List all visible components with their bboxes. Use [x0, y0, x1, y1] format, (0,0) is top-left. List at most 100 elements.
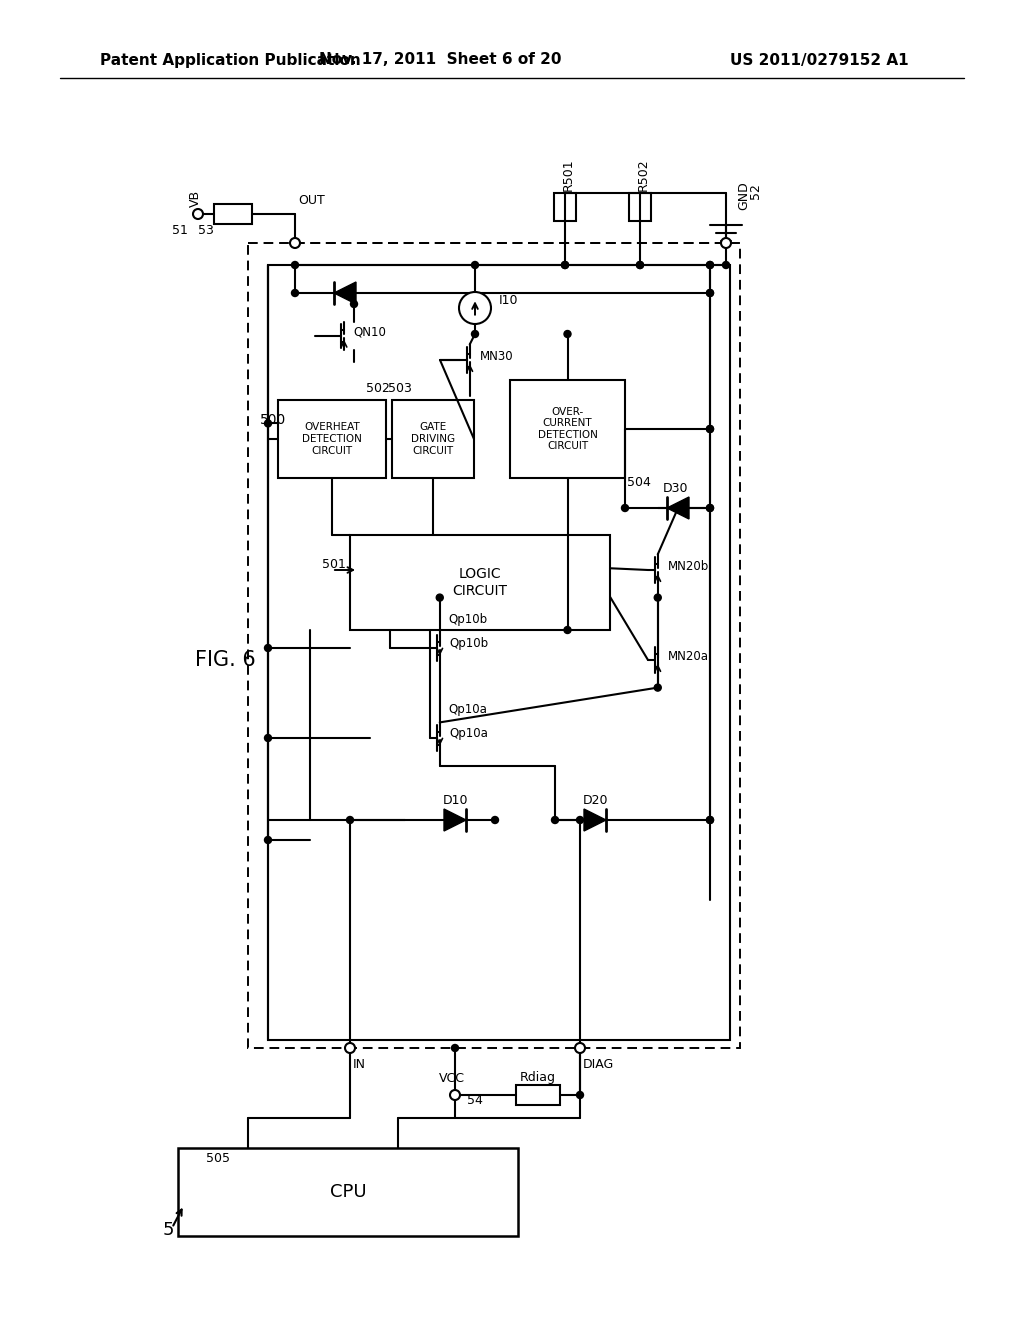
Text: 504: 504 — [627, 475, 651, 488]
Circle shape — [492, 817, 499, 824]
Circle shape — [564, 627, 571, 634]
Bar — [350, 535, 610, 630]
Text: VCC: VCC — [439, 1072, 465, 1085]
Circle shape — [564, 330, 571, 338]
Circle shape — [264, 420, 271, 426]
Circle shape — [707, 261, 714, 268]
Polygon shape — [584, 809, 606, 832]
Text: FIG. 6: FIG. 6 — [195, 649, 256, 671]
Text: MN20b: MN20b — [668, 560, 709, 573]
Text: CPU: CPU — [330, 1183, 367, 1201]
Text: GATE
DRIVING
CIRCUIT: GATE DRIVING CIRCUIT — [411, 422, 455, 455]
Text: Rdiag: Rdiag — [520, 1071, 556, 1084]
Text: LOGIC
CIRCUIT: LOGIC CIRCUIT — [453, 568, 508, 598]
Circle shape — [675, 504, 682, 511]
Circle shape — [707, 817, 714, 824]
Bar — [214, 205, 252, 224]
Text: IN: IN — [353, 1057, 366, 1071]
Circle shape — [292, 289, 299, 297]
Text: 52: 52 — [750, 183, 763, 199]
Circle shape — [264, 734, 271, 742]
Text: US 2011/0279152 A1: US 2011/0279152 A1 — [730, 53, 908, 67]
Circle shape — [264, 644, 271, 652]
Text: D10: D10 — [442, 793, 468, 807]
Circle shape — [452, 1044, 459, 1052]
Text: 53: 53 — [198, 223, 214, 236]
Circle shape — [721, 238, 731, 248]
Circle shape — [561, 261, 568, 268]
Polygon shape — [667, 498, 689, 519]
Bar — [268, 265, 730, 1040]
Polygon shape — [334, 282, 356, 304]
Text: 502: 502 — [367, 381, 390, 395]
Circle shape — [723, 261, 729, 268]
Circle shape — [450, 1090, 460, 1100]
Text: GND: GND — [737, 182, 751, 210]
Bar — [510, 380, 625, 478]
Text: Qp10a: Qp10a — [450, 727, 488, 741]
Circle shape — [707, 425, 714, 433]
Bar — [248, 243, 740, 1048]
Circle shape — [346, 817, 353, 824]
Circle shape — [707, 289, 714, 297]
Text: 5: 5 — [162, 1221, 174, 1239]
Text: Qp10b: Qp10b — [449, 614, 487, 627]
Circle shape — [707, 504, 714, 511]
Text: D20: D20 — [583, 793, 608, 807]
Circle shape — [471, 261, 478, 268]
Bar — [392, 400, 474, 478]
Text: R502: R502 — [637, 158, 649, 191]
Circle shape — [345, 1043, 355, 1053]
Text: VB: VB — [188, 190, 202, 206]
Circle shape — [577, 817, 584, 824]
Circle shape — [622, 504, 629, 511]
Text: Patent Application Publication: Patent Application Publication — [100, 53, 360, 67]
Circle shape — [637, 261, 643, 268]
Circle shape — [654, 594, 662, 601]
Circle shape — [264, 837, 271, 843]
Circle shape — [350, 301, 357, 308]
Circle shape — [637, 261, 643, 268]
Text: OVERHEAT
DETECTION
CIRCUIT: OVERHEAT DETECTION CIRCUIT — [302, 422, 361, 455]
Text: I10: I10 — [499, 293, 518, 306]
Text: R501: R501 — [561, 158, 574, 191]
Bar — [178, 1148, 518, 1236]
Text: 51: 51 — [172, 223, 188, 236]
Text: MN30: MN30 — [479, 350, 513, 363]
Bar — [554, 193, 575, 220]
Circle shape — [707, 425, 714, 433]
Circle shape — [707, 817, 714, 824]
Text: MN20a: MN20a — [668, 649, 709, 663]
Circle shape — [707, 261, 714, 268]
Circle shape — [575, 1043, 585, 1053]
Text: Nov. 17, 2011  Sheet 6 of 20: Nov. 17, 2011 Sheet 6 of 20 — [318, 53, 561, 67]
Circle shape — [577, 1092, 584, 1098]
Polygon shape — [444, 809, 466, 832]
Text: Qp10b: Qp10b — [450, 638, 488, 651]
Text: 505: 505 — [206, 1151, 230, 1164]
Circle shape — [471, 330, 478, 338]
Circle shape — [459, 292, 490, 323]
Circle shape — [290, 238, 300, 248]
Circle shape — [292, 261, 299, 268]
Text: DIAG: DIAG — [583, 1057, 614, 1071]
Text: OUT: OUT — [298, 194, 325, 206]
Text: QN10: QN10 — [353, 326, 386, 338]
Text: 501: 501 — [323, 558, 346, 572]
Text: OVER-
CURRENT
DETECTION
CIRCUIT: OVER- CURRENT DETECTION CIRCUIT — [538, 407, 597, 451]
Circle shape — [707, 289, 714, 297]
Bar — [629, 193, 651, 220]
Circle shape — [707, 504, 714, 511]
Circle shape — [552, 817, 558, 824]
Circle shape — [193, 209, 203, 219]
Circle shape — [436, 594, 443, 601]
Text: 503: 503 — [388, 381, 412, 395]
Bar — [516, 1085, 560, 1105]
Bar — [278, 400, 386, 478]
Circle shape — [654, 684, 662, 692]
Text: Qp10a: Qp10a — [449, 704, 486, 717]
Circle shape — [561, 261, 568, 268]
Text: 500: 500 — [260, 413, 287, 426]
Text: D30: D30 — [664, 482, 689, 495]
Text: 54: 54 — [467, 1093, 483, 1106]
